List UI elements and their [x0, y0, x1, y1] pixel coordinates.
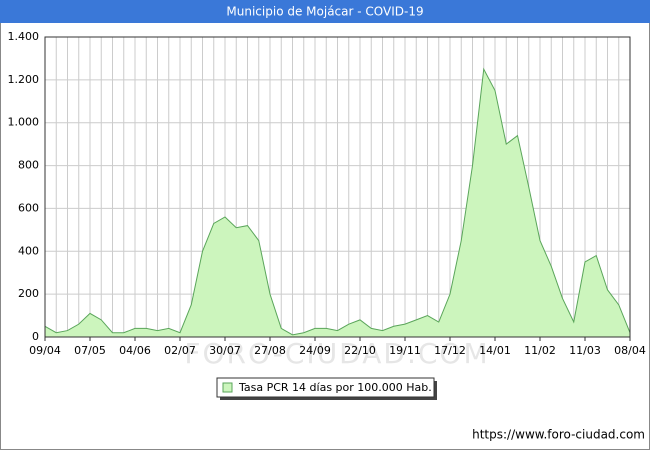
x-tick-label: 07/05	[74, 344, 106, 357]
watermark: FORO-CIUDAD.COM	[184, 337, 489, 370]
x-tick-label: 17/12	[434, 344, 466, 357]
chart-title: Municipio de Mojácar - COVID-19	[226, 5, 423, 19]
y-tick-label: 0	[32, 330, 39, 343]
x-tick-label: 24/09	[299, 344, 331, 357]
source: https://www.foro-ciudad.com	[472, 428, 645, 442]
x-tick-label: 09/04	[29, 344, 61, 357]
legend-label: Tasa PCR 14 días por 100.000 Hab.	[238, 381, 432, 394]
line	[44, 67, 631, 336]
x-tick-label: 04/06	[119, 344, 151, 357]
x-tick-label: 08/04	[614, 344, 646, 357]
x-tick-label: 22/10	[344, 344, 376, 357]
y-tick-label: 200	[18, 287, 39, 300]
x-tick-label: 11/02	[524, 344, 556, 357]
y-tick-label: 400	[18, 244, 39, 257]
x-tick-label: 30/07	[209, 344, 241, 357]
y-tick-label: 1.000	[8, 116, 40, 129]
y-tick-label: 1.200	[8, 73, 40, 86]
x-tick-label: 11/03	[569, 344, 601, 357]
legend-box	[216, 377, 435, 398]
x-tick-label: 14/01	[479, 344, 511, 357]
y-tick-label: 800	[18, 159, 39, 172]
plot-border	[44, 36, 631, 338]
y-tick-label: 600	[18, 201, 39, 214]
x-tick-label: 02/07	[164, 344, 196, 357]
y-tick-label: 1.400	[8, 30, 40, 43]
x-tick-label: 19/11	[389, 344, 421, 357]
legend-swatch	[222, 382, 233, 393]
title-bar	[0, 0, 650, 23]
x-tick-label: 27/08	[254, 344, 286, 357]
area	[45, 69, 630, 338]
legend: Tasa PCR 14 días por 100.000 Hab.	[216, 377, 437, 400]
